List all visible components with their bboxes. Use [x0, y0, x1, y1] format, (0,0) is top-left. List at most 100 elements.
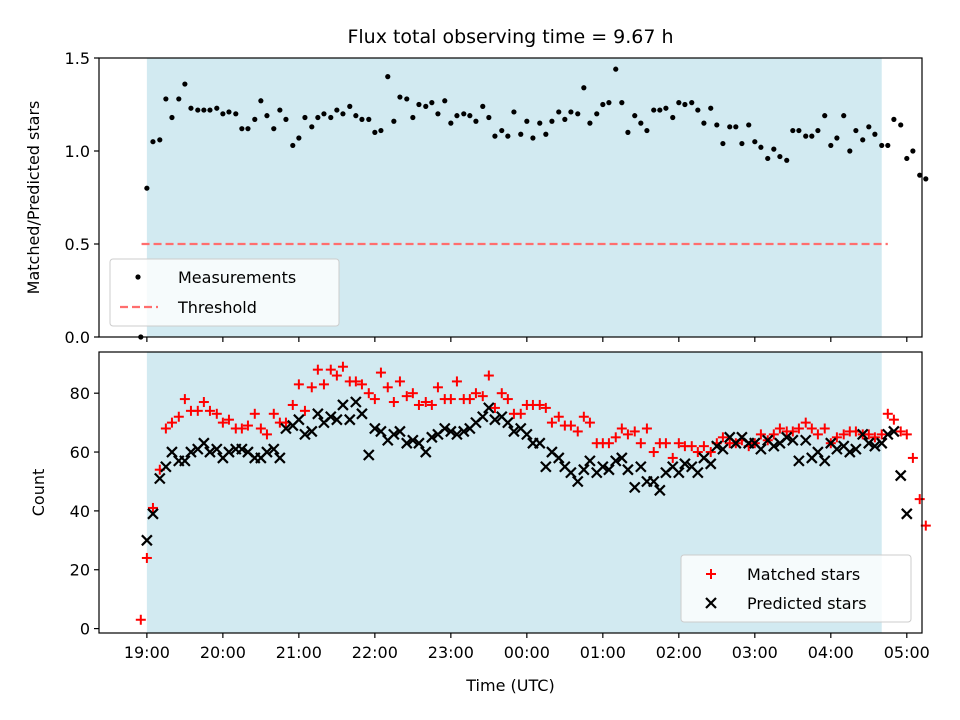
matched-star-point: [603, 438, 614, 449]
predicted-star-point: [299, 428, 311, 441]
matched-stars-points: [135, 361, 931, 625]
predicted-star-point: [236, 443, 248, 455]
measurement-point: [454, 113, 460, 119]
predicted-star-point: [293, 413, 305, 426]
matched-star-point: [204, 405, 215, 416]
predicted-star-point: [369, 422, 381, 435]
predicted-star-point: [692, 466, 704, 479]
matched-star-point: [869, 432, 880, 443]
matched-star-point: [477, 391, 488, 402]
time-x-tick-label: 02:00: [656, 643, 702, 662]
predicted-star-point: [350, 396, 362, 408]
predicted-star-point: [812, 446, 824, 458]
measurement-point: [670, 114, 676, 121]
measurement-point: [258, 98, 264, 104]
measurement-point: [885, 142, 891, 149]
legend-marker-measurements: [135, 274, 141, 280]
predicted-star-point: [166, 446, 178, 458]
matched-star-point: [578, 411, 589, 422]
matched-star-point: [249, 408, 260, 419]
predicted-star-point: [578, 463, 590, 476]
measurement-point: [309, 124, 315, 130]
measurement-point: [385, 74, 391, 80]
measurement-point: [860, 137, 866, 143]
matched-star-point: [914, 494, 925, 505]
matched-star-point: [800, 417, 811, 428]
predicted-star-point: [141, 534, 153, 547]
matched-star-point: [793, 423, 804, 434]
matched-star-point: [717, 432, 728, 443]
time-x-tick-label: 05:00: [884, 643, 930, 662]
matched-star-point: [882, 408, 893, 419]
matched-star-point: [831, 432, 842, 443]
predicted-stars-points: [141, 396, 913, 547]
measurement-point: [619, 100, 625, 106]
measurement-point: [853, 127, 859, 134]
matched-star-point: [242, 420, 253, 431]
predicted-star-point: [502, 416, 514, 429]
predicted-star-point: [324, 410, 337, 423]
predicted-star-point: [571, 475, 584, 488]
count-legend: Matched stars Predicted stars: [680, 554, 912, 623]
matched-star-point: [635, 438, 646, 449]
measurement-point: [163, 96, 169, 102]
predicted-star-point: [584, 455, 596, 467]
count-y-tick-label: 20: [70, 561, 90, 580]
matched-star-point: [255, 423, 266, 434]
predicted-star-point: [628, 481, 641, 494]
ratio-y-tick-label: 0.0: [65, 328, 90, 347]
matched-star-point: [236, 423, 247, 434]
measurement-point: [910, 148, 916, 154]
predicted-star-point: [211, 443, 223, 455]
predicted-star-point: [419, 446, 432, 458]
measurement-point: [809, 133, 815, 139]
measurement-point: [372, 129, 378, 135]
measurement-point: [397, 94, 403, 100]
measurement-point: [543, 131, 549, 137]
predicted-star-point: [565, 466, 577, 479]
matched-star-point: [546, 417, 557, 428]
matched-star-point: [698, 441, 709, 452]
matched-star-point: [755, 429, 766, 440]
measurement-point: [271, 126, 277, 132]
measurement-point: [537, 120, 543, 126]
matched-star-point: [299, 405, 310, 416]
predicted-star-point: [451, 428, 463, 441]
count-y-tick-label: 0: [80, 620, 90, 639]
measurement-point: [733, 124, 739, 130]
measurement-point: [480, 103, 486, 109]
measurement-point: [245, 126, 251, 132]
matched-star-point: [629, 426, 640, 437]
measurement-point: [511, 109, 517, 115]
matched-star-point: [774, 423, 785, 434]
time-x-tick-label: 19:00: [124, 643, 170, 662]
predicted-star-point: [882, 428, 894, 441]
measurement-point: [600, 101, 606, 108]
legend-marker-matched-stars: [706, 569, 716, 579]
measurement-point: [765, 155, 771, 162]
count-y-axis-label: Count: [29, 469, 48, 517]
time-x-tick-label: 01:00: [580, 643, 626, 662]
count-x-ticks: 19:00 20:00 21:00 22:00 23:00 00:00 01:00 02:00…: [124, 633, 930, 662]
measurement-point: [144, 185, 150, 191]
measurement-point: [233, 111, 239, 117]
measurement-point: [689, 100, 695, 106]
matched-star-point: [331, 370, 342, 381]
matched-star-point: [464, 394, 475, 405]
matched-star-point: [420, 397, 431, 408]
count-y-tick-label: 60: [70, 443, 90, 462]
legend-label-threshold: Threshold: [177, 298, 257, 317]
time-x-tick-label: 04:00: [808, 643, 854, 662]
predicted-star-point: [831, 443, 843, 455]
time-x-tick-label: 23:00: [428, 643, 474, 662]
measurement-point: [682, 101, 688, 108]
matched-star-point: [901, 429, 912, 440]
measurement-point: [606, 100, 612, 106]
matched-star-point: [667, 452, 678, 463]
predicted-star-point: [768, 440, 780, 452]
predicted-star-point: [888, 425, 900, 438]
predicted-star-point: [280, 422, 292, 435]
matched-star-point: [318, 379, 329, 390]
matched-star-point: [673, 438, 684, 449]
matched-star-point: [895, 426, 906, 437]
